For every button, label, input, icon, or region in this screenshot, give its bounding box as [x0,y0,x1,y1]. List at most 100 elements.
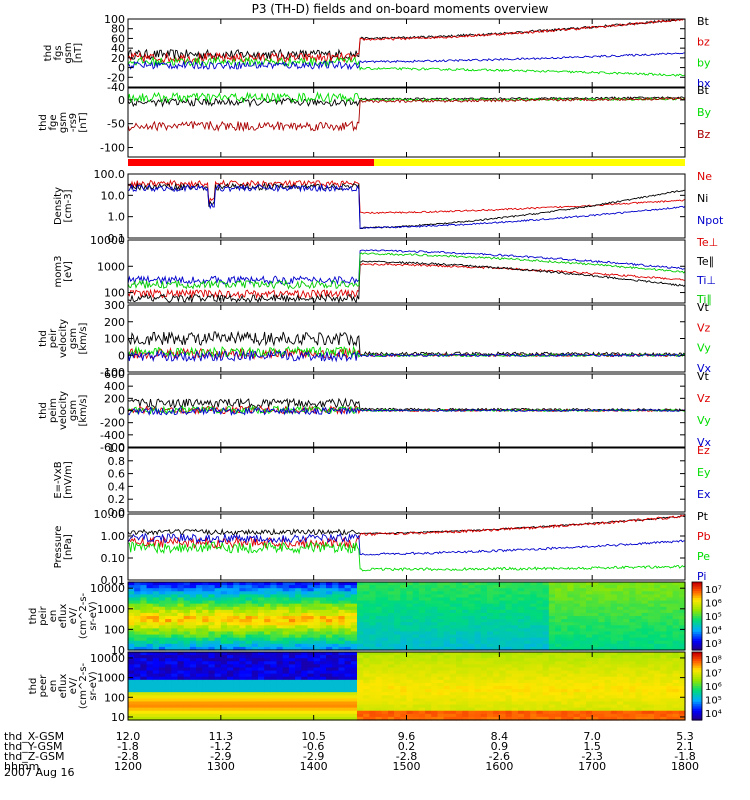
heatmap-cell [239,655,247,659]
heatmap-cell [604,591,612,595]
heatmap-cell [561,625,569,629]
heatmap-cell [437,707,445,712]
heatmap-cell [629,701,637,706]
y-tick-label: 1000 [97,672,125,685]
heatmap-cell [573,707,581,712]
heatmap-cell [585,588,593,592]
heatmap-cell [202,622,210,626]
heatmap-cell [406,582,414,586]
heatmap-cell [208,597,216,602]
heatmap-cell [456,710,463,715]
heatmap-cell [616,692,624,696]
heatmap-cell [270,585,278,589]
colorbar-segment [692,595,702,599]
heatmap-cell [647,597,655,602]
heatmap-cell [412,698,420,703]
heatmap-cell [623,698,630,703]
heatmap-cell [542,655,550,659]
colorbar-segment [692,683,702,687]
heatmap-cell [227,606,234,611]
heatmap-cell [245,692,253,696]
x-tick-label: 7.0 [583,730,601,743]
heatmap-cell [171,585,179,589]
heatmap-cell [480,673,488,678]
heatmap-cell [437,658,445,662]
heatmap-cell [257,704,265,709]
heatmap-cell [146,673,154,678]
heatmap-cell [387,628,395,633]
heatmap-cell [493,692,500,696]
heatmap-cell [165,609,172,614]
heatmap-cell [158,606,166,611]
heatmap-cell [561,603,569,608]
heatmap-cell [505,701,513,706]
heatmap-cell [171,692,179,696]
heatmap-cell [567,609,575,614]
heatmap-cell [394,631,401,636]
legend-entry: Te∥ [696,255,714,268]
heatmap-cell [505,704,513,709]
x-axis-table: thd_X-GSMthd_Y-GSMthd_Z-GSMhhmm12.0-1.8-… [4,730,699,773]
heatmap-cell [128,701,135,706]
heatmap-cell [616,640,624,645]
heatmap-cell [257,585,265,589]
heatmap-cell [592,609,599,614]
heatmap-cell [257,652,265,656]
heatmap-cell [400,658,408,662]
heatmap-cell [363,643,370,648]
legend-entry: Bz [697,128,711,141]
heatmap-cell [239,695,247,699]
heatmap-cell [375,609,383,614]
heatmap-cell [629,582,637,586]
heatmap-cell [369,582,377,586]
heatmap-cell [319,682,327,687]
heatmap-cell [555,640,562,645]
heatmap-cell [431,679,439,684]
heatmap-cell [375,619,383,623]
heatmap-cell [202,670,210,675]
heatmap-cell [140,643,148,648]
heatmap-cell [134,622,141,626]
heatmap-cell [257,582,265,586]
heatmap-cell [189,652,197,656]
heatmap-cell [282,670,290,675]
heatmap-cell [177,591,185,595]
y-axis-label: [cm-3] [63,189,74,222]
heatmap-cell [585,667,593,672]
heatmap-cell [635,616,643,620]
heatmap-cell [499,603,507,608]
heatmap-cell [542,707,550,712]
heatmap-cell [183,686,191,690]
heatmap-cell [604,664,612,669]
heatmap-cell [598,591,606,595]
heatmap-cell [332,670,340,675]
heatmap-cell [524,591,531,595]
heatmap-cell [301,609,309,614]
heatmap-cell [282,676,290,681]
heatmap-cell [660,594,668,599]
heatmap-cell [517,695,525,699]
heatmap-cell [301,710,309,715]
heatmap-cell [555,591,562,595]
heatmap-cell [332,701,340,706]
heatmap-cell [406,676,414,681]
heatmap-cell [474,698,482,703]
heatmap-cell [567,689,575,693]
heatmap-cell [456,713,463,718]
heatmap-cell [524,640,531,645]
heatmap-cell [394,704,401,709]
heatmap-cell [295,689,302,693]
heatmap-cell [282,664,290,669]
heatmap-cell [350,646,358,651]
heatmap-cell [276,713,284,718]
heatmap-cell [356,606,364,611]
heatmap-cell [505,689,513,693]
heatmap-cell [288,667,296,672]
heatmap-cell [660,707,668,712]
heatmap-cell [598,698,606,703]
heatmap-cell [585,628,593,633]
heatmap-cell [307,640,315,645]
heatmap-cell [641,704,649,709]
heatmap-cell [486,612,494,617]
heatmap-cell [171,704,179,709]
